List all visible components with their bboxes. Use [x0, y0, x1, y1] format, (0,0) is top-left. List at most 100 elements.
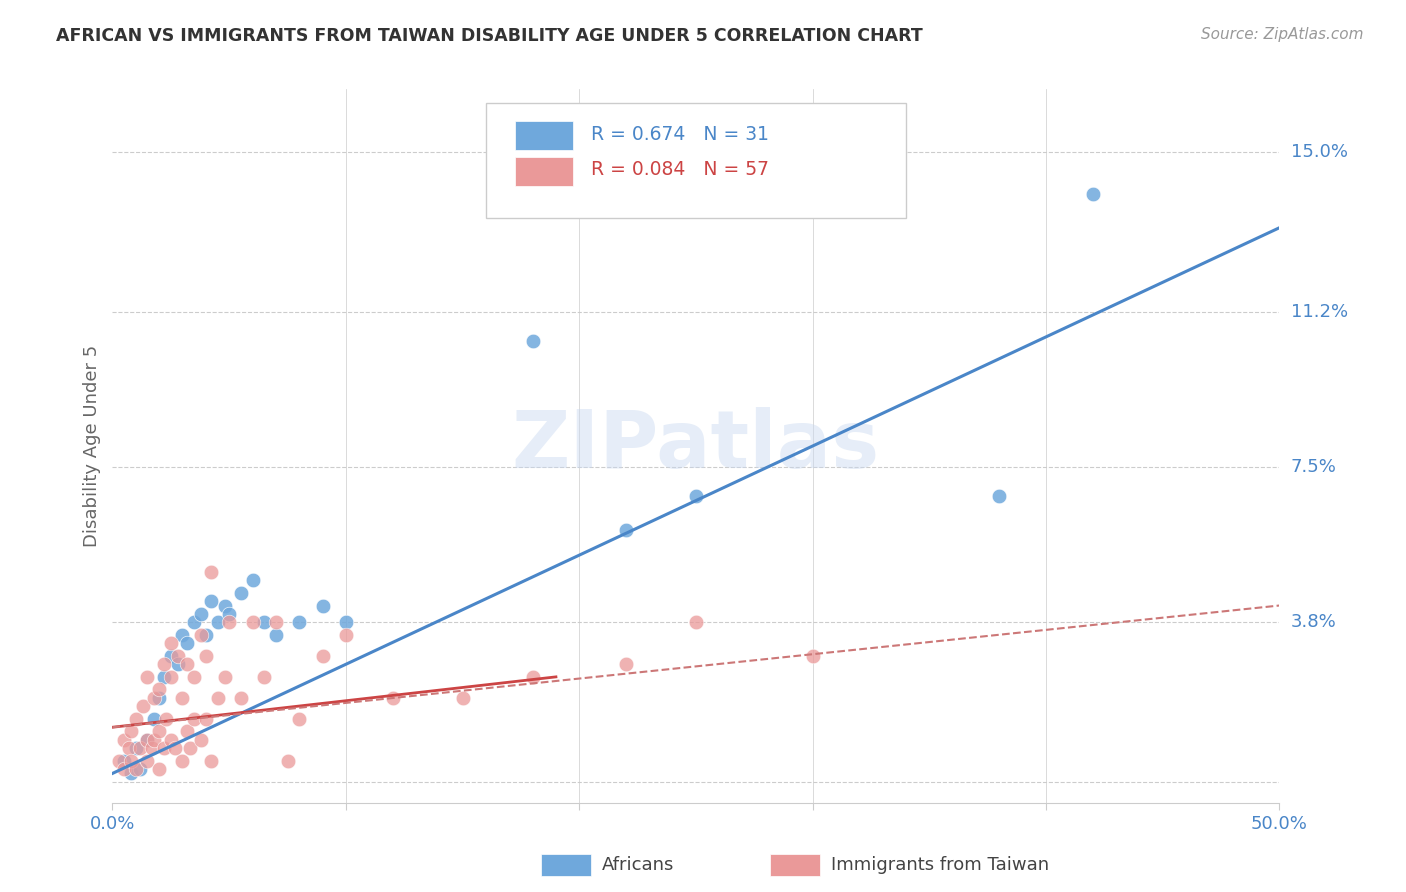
Point — [190, 607, 212, 621]
Text: R = 0.084   N = 57: R = 0.084 N = 57 — [591, 161, 769, 179]
Point — [200, 754, 222, 768]
Point — [242, 615, 264, 630]
Point — [136, 732, 159, 747]
Point — [194, 648, 217, 663]
Point — [172, 690, 194, 705]
Point — [166, 648, 188, 663]
Point — [153, 670, 176, 684]
Point — [214, 599, 236, 613]
Text: 15.0%: 15.0% — [1291, 143, 1347, 161]
Point — [160, 670, 183, 684]
Point — [136, 670, 159, 684]
Text: Africans: Africans — [602, 856, 673, 874]
Point — [176, 636, 198, 650]
Point — [166, 657, 188, 672]
Point — [183, 712, 205, 726]
Point — [148, 690, 170, 705]
Point — [132, 699, 155, 714]
Point — [176, 724, 198, 739]
FancyBboxPatch shape — [486, 103, 905, 218]
Point — [153, 741, 176, 756]
Point — [335, 615, 357, 630]
Point — [801, 648, 824, 663]
Text: 3.8%: 3.8% — [1291, 614, 1336, 632]
Point — [214, 670, 236, 684]
Point — [381, 690, 404, 705]
Point — [253, 670, 276, 684]
Point — [112, 762, 135, 776]
Point — [685, 489, 707, 503]
Point — [276, 754, 298, 768]
Point — [288, 615, 311, 630]
Point — [1081, 187, 1104, 202]
Point — [118, 741, 141, 756]
Point — [125, 762, 148, 776]
Point — [190, 732, 212, 747]
Point — [148, 762, 170, 776]
Point — [129, 741, 152, 756]
Point — [685, 615, 707, 630]
Point — [229, 690, 252, 705]
Point — [190, 628, 212, 642]
Point — [264, 615, 287, 630]
Point — [194, 712, 217, 726]
Bar — [515, 121, 574, 150]
Point — [160, 648, 183, 663]
Point — [253, 615, 276, 630]
Point — [129, 762, 152, 776]
Point — [207, 615, 229, 630]
Point — [165, 741, 187, 756]
Text: 7.5%: 7.5% — [1291, 458, 1337, 476]
Point — [229, 586, 252, 600]
Point — [183, 670, 205, 684]
Point — [148, 682, 170, 697]
Point — [207, 690, 229, 705]
Point — [183, 615, 205, 630]
Point — [988, 489, 1011, 503]
Point — [200, 565, 222, 579]
Bar — [515, 157, 574, 186]
Text: AFRICAN VS IMMIGRANTS FROM TAIWAN DISABILITY AGE UNDER 5 CORRELATION CHART: AFRICAN VS IMMIGRANTS FROM TAIWAN DISABI… — [56, 27, 922, 45]
Point — [153, 657, 176, 672]
Point — [143, 732, 166, 747]
Point — [141, 741, 163, 756]
Point — [264, 628, 287, 642]
Point — [160, 732, 183, 747]
Point — [522, 334, 544, 348]
Point — [200, 594, 222, 608]
Point — [160, 636, 183, 650]
Text: 11.2%: 11.2% — [1291, 302, 1348, 321]
Text: ZIPatlas: ZIPatlas — [512, 407, 880, 485]
Point — [143, 712, 166, 726]
Point — [335, 628, 357, 642]
Point — [120, 724, 142, 739]
Point — [125, 712, 148, 726]
Point — [172, 628, 194, 642]
Point — [311, 599, 333, 613]
Y-axis label: Disability Age Under 5: Disability Age Under 5 — [83, 345, 101, 547]
Point — [194, 628, 217, 642]
Text: Source: ZipAtlas.com: Source: ZipAtlas.com — [1201, 27, 1364, 42]
Point — [614, 523, 637, 537]
Point — [112, 732, 135, 747]
Point — [120, 754, 142, 768]
Point — [172, 754, 194, 768]
Point — [218, 615, 240, 630]
Point — [218, 607, 240, 621]
Point — [108, 754, 131, 768]
Point — [155, 712, 177, 726]
Point — [179, 741, 201, 756]
Point — [143, 690, 166, 705]
Point — [176, 657, 198, 672]
Point — [311, 648, 333, 663]
Point — [242, 574, 264, 588]
Point — [148, 724, 170, 739]
Point — [136, 754, 159, 768]
Text: R = 0.674   N = 31: R = 0.674 N = 31 — [591, 125, 769, 144]
Point — [522, 670, 544, 684]
Point — [614, 657, 637, 672]
Point — [288, 712, 311, 726]
Point — [120, 766, 142, 780]
Point — [451, 690, 474, 705]
Text: Immigrants from Taiwan: Immigrants from Taiwan — [831, 856, 1049, 874]
